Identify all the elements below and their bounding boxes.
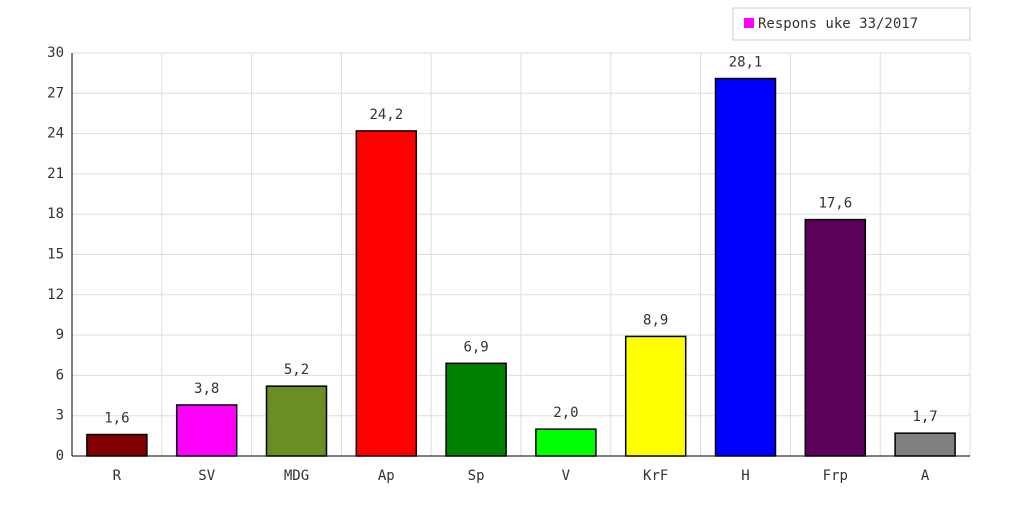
bar [175, 404, 238, 457]
bar [804, 218, 867, 457]
x-tick-label: A [921, 468, 930, 484]
y-tick-label: 3 [56, 408, 64, 424]
y-tick-label: 9 [56, 327, 64, 343]
value-label: 3,8 [194, 381, 219, 397]
legend-box [732, 7, 971, 41]
y-tick-label: 0 [56, 448, 64, 464]
bar [624, 335, 687, 457]
x-tick-label: H [741, 468, 749, 484]
value-label: 8,9 [643, 312, 668, 328]
value-label: 24,2 [369, 107, 403, 123]
x-tick-label: MDG [284, 468, 309, 484]
bar [894, 432, 956, 457]
value-label: 1,7 [912, 409, 937, 425]
bar [535, 428, 597, 457]
x-tick-label: Ap [378, 468, 395, 484]
value-label: 5,2 [284, 362, 309, 378]
y-tick-label: 24 [47, 126, 64, 142]
y-tick-label: 12 [47, 287, 64, 303]
bar [265, 385, 328, 457]
bar [86, 433, 148, 457]
x-tick-label: R [113, 468, 122, 484]
y-tick-label: 6 [56, 367, 64, 383]
y-tick-label: 30 [47, 45, 64, 61]
legend-label: Respons uke 33/2017 [758, 16, 918, 32]
x-tick-label: KrF [643, 468, 668, 484]
value-label: 28,1 [729, 55, 763, 71]
bar [355, 130, 418, 457]
value-label: 1,6 [104, 411, 129, 427]
bar [445, 362, 507, 457]
x-tick-label: V [562, 468, 571, 484]
y-tick-label: 15 [47, 247, 64, 263]
bar [714, 77, 777, 457]
value-label: 6,9 [463, 339, 488, 355]
x-tick-label: Frp [823, 468, 848, 484]
x-tick-label: Sp [468, 468, 485, 484]
y-tick-label: 18 [47, 206, 64, 222]
y-tick-label: 21 [47, 166, 64, 182]
y-tick-label: 27 [47, 85, 64, 101]
x-tick-label: SV [198, 468, 215, 484]
legend-swatch [744, 18, 754, 28]
value-label: 17,6 [818, 196, 852, 212]
value-label: 2,0 [553, 405, 578, 421]
